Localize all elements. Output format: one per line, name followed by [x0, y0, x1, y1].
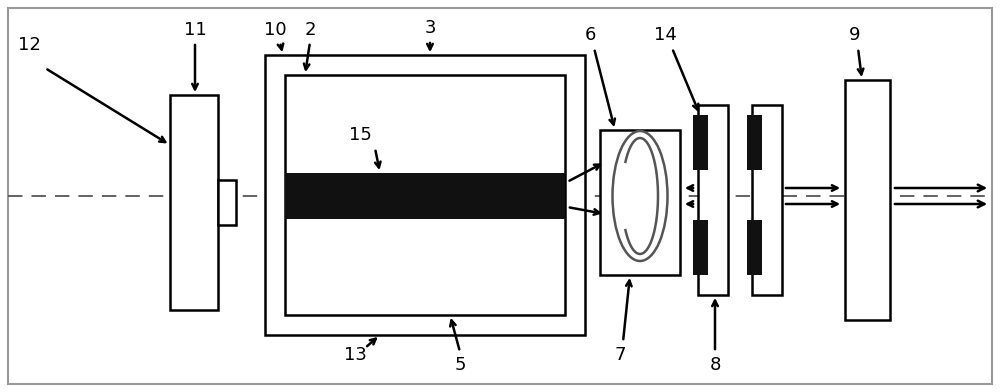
Bar: [845, 80, 890, 320]
Text: 11: 11: [184, 21, 206, 39]
Bar: [600, 130, 680, 275]
Text: 9: 9: [849, 26, 861, 44]
Bar: [285, 75, 565, 315]
Text: 3: 3: [424, 19, 436, 37]
Text: 5: 5: [454, 356, 466, 374]
Bar: [747, 115, 762, 170]
Bar: [693, 115, 708, 170]
Text: 15: 15: [349, 126, 371, 144]
Bar: [285, 173, 565, 219]
Text: 7: 7: [614, 346, 626, 364]
Bar: [747, 220, 762, 275]
Ellipse shape: [612, 131, 668, 261]
Text: 13: 13: [344, 346, 366, 364]
Text: 2: 2: [304, 21, 316, 39]
Bar: [265, 55, 585, 335]
Bar: [693, 220, 708, 275]
Bar: [698, 105, 728, 295]
Text: 10: 10: [264, 21, 286, 39]
Text: 8: 8: [709, 356, 721, 374]
Text: 14: 14: [654, 26, 676, 44]
Bar: [218, 180, 236, 225]
Bar: [170, 95, 218, 310]
Bar: [752, 105, 782, 295]
Text: 12: 12: [18, 36, 41, 54]
Text: 6: 6: [584, 26, 596, 44]
